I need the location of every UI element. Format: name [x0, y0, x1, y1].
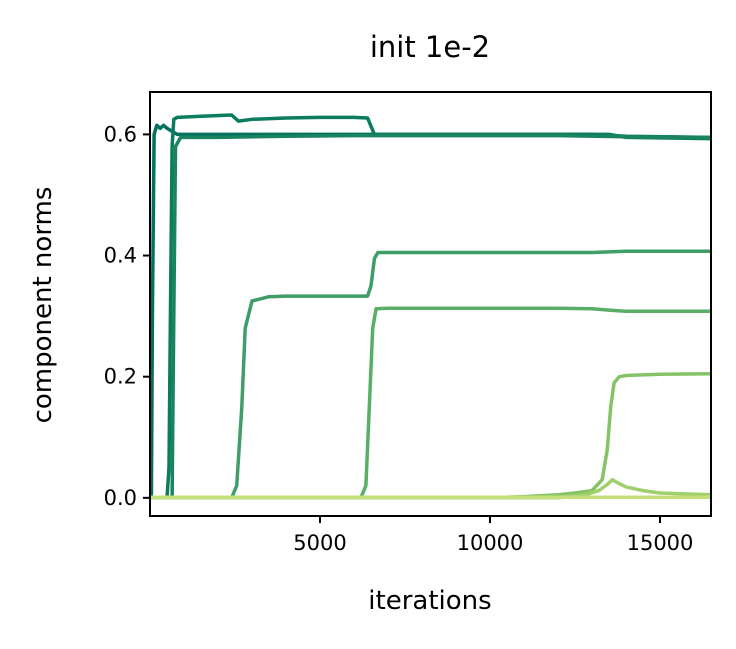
y-tick-label: 0.2	[104, 365, 137, 389]
series-line-5	[150, 306, 711, 500]
x-tick-label: 10000	[457, 531, 524, 555]
axes-layer: 5000 10000 15000 0.0 0.2 0.4 0.6	[104, 91, 712, 555]
series-line-4	[150, 249, 711, 500]
y-axis-label: component norms	[28, 187, 58, 424]
plot-frame	[149, 91, 712, 517]
x-axis-label: iterations	[368, 586, 491, 616]
series-line-2	[150, 113, 711, 500]
series-layer	[150, 113, 711, 500]
chart-title: init 1e-2	[370, 30, 490, 64]
series-line-3	[150, 133, 711, 500]
x-tick-label: 15000	[627, 531, 694, 555]
y-tick-label: 0.6	[104, 122, 137, 146]
series-line-6	[150, 371, 711, 500]
x-tick-label: 5000	[293, 531, 346, 555]
y-tick-label: 0.4	[104, 244, 137, 268]
y-tick-label: 0.0	[104, 486, 137, 510]
